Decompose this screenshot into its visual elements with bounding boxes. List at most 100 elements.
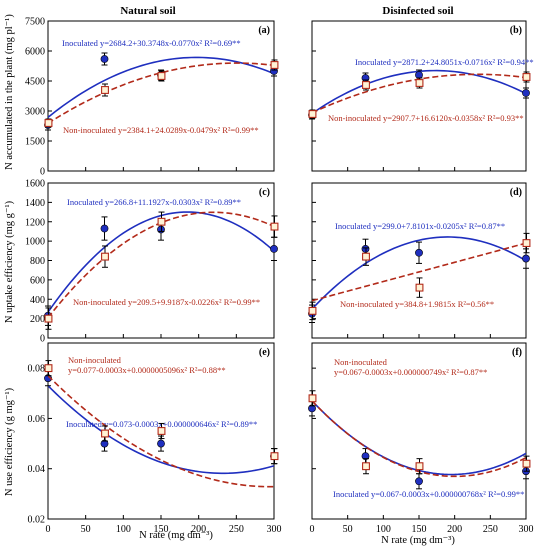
column-title-natural-soil: Natural soil (120, 5, 175, 17)
panel-f: 0 50 100 150 200 250 300 (f) Inoculated y=0.067-… (308, 342, 534, 535)
point-non-inoculated-f-1 (362, 462, 370, 471)
y-tick-label-a-1: 1500 (25, 137, 45, 148)
point-non-inoculated-b-1 (362, 81, 370, 89)
equation-inoculated-c: Inoculated y=266.8+11.1927x-0.0303x² R²=… (67, 197, 241, 207)
point-non-inoculated-f-3 (522, 459, 531, 468)
x-tick-label-e-0: 0 (46, 524, 51, 535)
panel-d: (d) Inoculated y=299.0+7.8101x-0.0205x² R… (308, 182, 531, 339)
y-axis-title-row-1: N accumulated in the plant (mg pl⁻¹) (4, 14, 15, 170)
x-tick-label-f-2: 100 (376, 524, 391, 535)
equation-non-inoculated-e: Non-inoculated y=0.077-0.0003x+0.00000050… (68, 355, 226, 375)
y-axis-title-row-2: N uptake efficiency (mg g⁻¹) (4, 200, 15, 323)
point-inoculated-b-3 (522, 89, 530, 97)
y-tick-label-a-5: 7500 (25, 17, 45, 28)
panel-b: (b) Inoculated y=2871.2+24.8051x-0.0716x²… (308, 20, 534, 172)
equation-line-non-inoculated-f-1: y=0.067-0.0003x+0.000000749x² R²=0.87** (334, 367, 487, 377)
point-non-inoculated-a-2 (157, 72, 166, 80)
point-inoculated-c-1 (100, 224, 109, 233)
equation-line-non-inoculated-e-1: y=0.077-0.0003x+0.0000005096x² R²=0.88** (68, 365, 226, 375)
x-axis-title-left: N rate (mg dm⁻³) (139, 530, 213, 541)
y-tick-label-c-1: 200 (30, 314, 45, 325)
column-title-disinfected-soil: Disinfected soil (382, 5, 453, 17)
equation-non-inoculated-a: Non-inoculated y=2384.1+24.0289x-0.0479x… (63, 125, 259, 135)
point-non-inoculated-d-2 (415, 283, 424, 292)
plot-frame-f (311, 342, 527, 520)
point-non-inoculated-a-0 (44, 119, 53, 127)
point-non-inoculated-e-2 (157, 427, 166, 435)
y-tick-label-c-6: 1200 (25, 217, 45, 228)
fit-curve-non-inoculated-a (48, 62, 274, 124)
point-inoculated-a-1 (100, 55, 109, 63)
y-tick-label-a-0: 0 (40, 167, 45, 178)
plot-frame-a (47, 20, 275, 172)
panel-a: 0 1500 3000 4500 6000 7500 (a) Inoculated y=268… (25, 17, 279, 178)
equation-non-inoculated-f: Non-inoculated y=0.067-0.0003x+0.00000074… (334, 357, 487, 377)
equation-non-inoculated-d: Non-inoculated y=384.8+1.9815x R²=0.56** (340, 299, 494, 309)
point-non-inoculated-c-3 (270, 222, 279, 231)
point-non-inoculated-c-2 (157, 217, 166, 226)
x-tick-label-f-5: 250 (483, 524, 498, 535)
panel-c: 0 200 400 600 800 1000 1200 1400 1600 (c) Inoculat… (25, 179, 279, 345)
point-non-inoculated-a-3 (270, 61, 279, 69)
x-tick-label-e-6: 300 (267, 524, 282, 535)
y-tick-label-a-2: 3000 (25, 107, 45, 118)
x-tick-label-e-2: 100 (116, 524, 131, 535)
fit-curve-non-inoculated-e (48, 375, 274, 488)
y-tick-label-e-1: 0.04 (28, 464, 46, 475)
y-tick-label-e-0: 0.02 (28, 515, 46, 526)
x-axis-title-right: N rate (mg dm⁻³) (381, 535, 455, 546)
y-tick-label-e-3: 0.08 (28, 364, 46, 375)
fit-curve-inoculated-e (48, 385, 274, 475)
point-non-inoculated-c-0 (44, 314, 53, 323)
y-tick-label-c-8: 1600 (25, 179, 45, 190)
y-axis-title-row-3: N use efficiency (g mg⁻¹) (4, 387, 15, 496)
point-non-inoculated-d-0 (308, 306, 317, 315)
point-inoculated-e-2 (157, 439, 165, 448)
equation-inoculated-a: Inoculated y=2684.2+30.3748x-0.0770x² R²… (62, 38, 241, 48)
point-inoculated-f-2 (415, 477, 423, 486)
panel-e: 0.020.040.060.080 50 100 150 200 250 300(e)Ino… (28, 342, 282, 535)
fit-curve-inoculated-a (48, 56, 274, 118)
fit-curve-inoculated-d (312, 236, 526, 310)
point-non-inoculated-e-3 (270, 452, 279, 461)
fit-curve-non-inoculated-d (312, 242, 526, 302)
equation-inoculated-b: Inoculated y=2871.2+24.8051x-0.0716x² R²… (355, 57, 534, 67)
equation-line-non-inoculated-f-0: Non-inoculated (334, 357, 388, 367)
point-non-inoculated-c-1 (101, 252, 109, 261)
x-tick-label-f-3: 150 (412, 524, 427, 535)
point-non-inoculated-b-3 (522, 73, 531, 81)
y-tick-label-c-5: 1000 (25, 237, 45, 248)
x-tick-label-f-0: 0 (310, 524, 315, 535)
point-non-inoculated-f-0 (308, 394, 317, 403)
y-tick-label-a-4: 6000 (25, 47, 45, 58)
equation-non-inoculated-c: Non-inoculated y=209.5+9.9187x-0.0226x² … (73, 297, 260, 307)
y-tick-label-c-3: 600 (30, 275, 45, 286)
point-non-inoculated-e-0 (44, 364, 53, 373)
panel-label-c: (c) (259, 187, 270, 198)
plot-frame-b (311, 20, 527, 172)
y-tick-label-a-3: 4500 (25, 77, 45, 88)
equation-line-non-inoculated-e-0: Non-inoculated (68, 355, 122, 365)
x-tick-label-e-3: 150 (154, 524, 169, 535)
x-tick-label-f-1: 50 (343, 524, 353, 535)
point-inoculated-c-3 (270, 244, 278, 253)
panel-label-f: (f) (512, 347, 522, 358)
point-non-inoculated-b-2 (415, 79, 424, 87)
x-tick-label-f-6: 300 (519, 524, 534, 535)
panel-label-b: (b) (510, 25, 522, 36)
panel-label-a: (a) (258, 25, 270, 36)
panel-label-e: (e) (259, 347, 270, 358)
x-tick-label-f-4: 200 (447, 524, 462, 535)
y-tick-label-c-7: 1400 (25, 198, 45, 209)
point-non-inoculated-d-3 (522, 239, 531, 248)
equation-inoculated-d: Inoculated y=299.0+7.8101x-0.0205x² R²=0… (335, 221, 505, 231)
panel-label-d: (d) (510, 187, 522, 198)
point-non-inoculated-e-1 (101, 429, 109, 438)
point-inoculated-d-2 (415, 248, 423, 257)
equation-inoculated-f: Inoculated y=0.067-0.0003x+0.000000768x²… (333, 489, 524, 499)
equation-non-inoculated-b: Non-inoculated y=2907.7+16.6120x-0.0358x… (328, 113, 524, 123)
x-tick-label-e-1: 50 (81, 524, 91, 535)
y-tick-label-c-2: 400 (30, 295, 45, 306)
y-tick-label-c-0: 0 (40, 334, 45, 345)
